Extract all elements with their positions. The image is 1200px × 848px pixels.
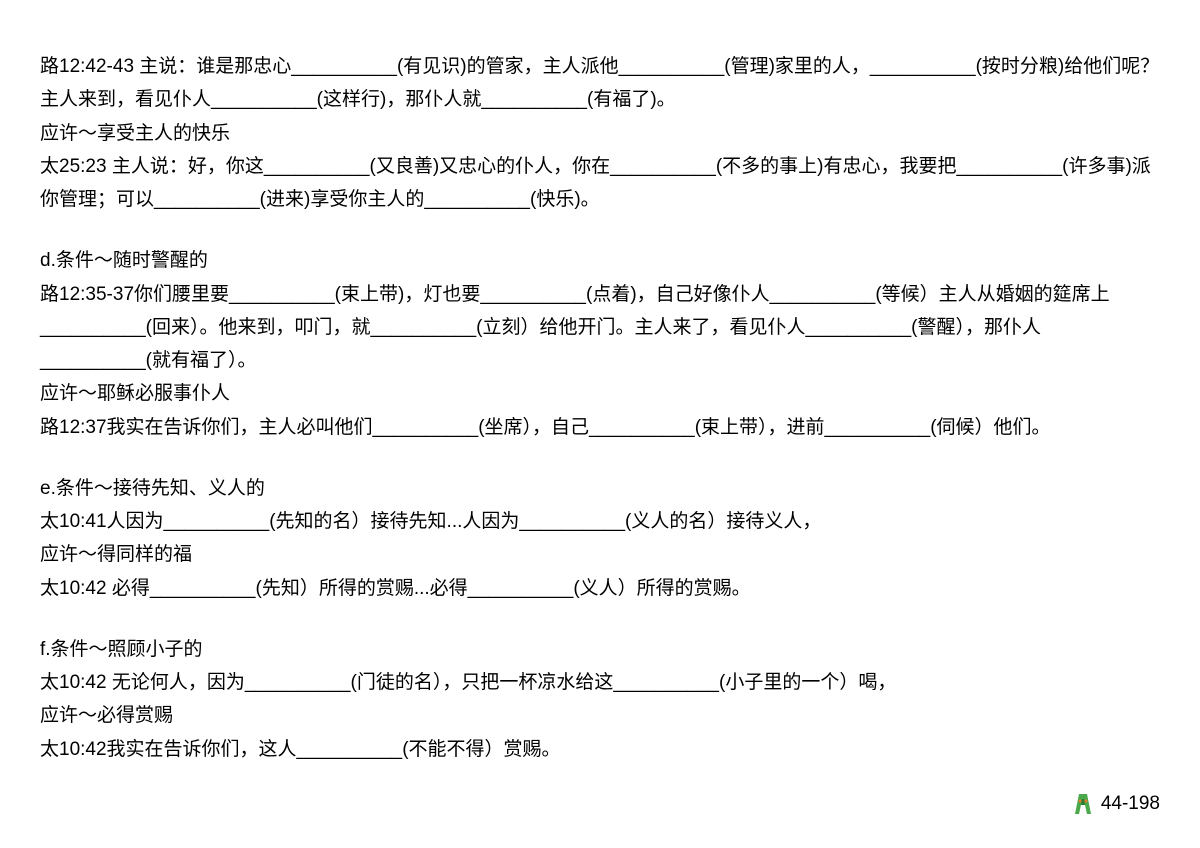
page-footer: 44-198	[1071, 787, 1160, 820]
text-line: 路12:35-37你们腰里要__________(束上带)，灯也要_______…	[40, 278, 1160, 378]
text-line: d.条件～随时警醒的	[40, 244, 1160, 277]
page-number: 44-198	[1101, 787, 1160, 820]
text-line: 应许～耶稣必服事仆人	[40, 377, 1160, 410]
text-line: 路12:37我实在告诉你们，主人必叫他们__________(坐席），自己___…	[40, 411, 1160, 444]
text-line: 太25:23 主人说：好，你这__________(又良善)又忠心的仆人，你在_…	[40, 150, 1160, 217]
document-body: 路12:42-43 主说：谁是那忠心__________(有见识)的管家，主人派…	[40, 50, 1160, 766]
paragraph-gap	[40, 444, 1160, 472]
text-line: 太10:42 无论何人，因为__________(门徒的名），只把一杯凉水给这_…	[40, 666, 1160, 699]
text-line: 应许～得同样的福	[40, 538, 1160, 571]
text-line: 太10:42我实在告诉你们，这人__________(不能不得）赏赐。	[40, 733, 1160, 766]
paragraph-gap	[40, 605, 1160, 633]
text-line: 太10:41人因为__________(先知的名）接待先知...人因为_____…	[40, 505, 1160, 538]
paragraph-gap	[40, 216, 1160, 244]
text-line: e.条件～接待先知、义人的	[40, 472, 1160, 505]
text-line: 太10:42 必得__________(先知）所得的赏赐...必得_______…	[40, 572, 1160, 605]
text-line: 应许～必得赏赐	[40, 699, 1160, 732]
text-line: 应许～享受主人的快乐	[40, 117, 1160, 150]
logo-icon	[1071, 790, 1095, 816]
text-line: 路12:42-43 主说：谁是那忠心__________(有见识)的管家，主人派…	[40, 50, 1160, 117]
text-line: f.条件～照顾小子的	[40, 633, 1160, 666]
